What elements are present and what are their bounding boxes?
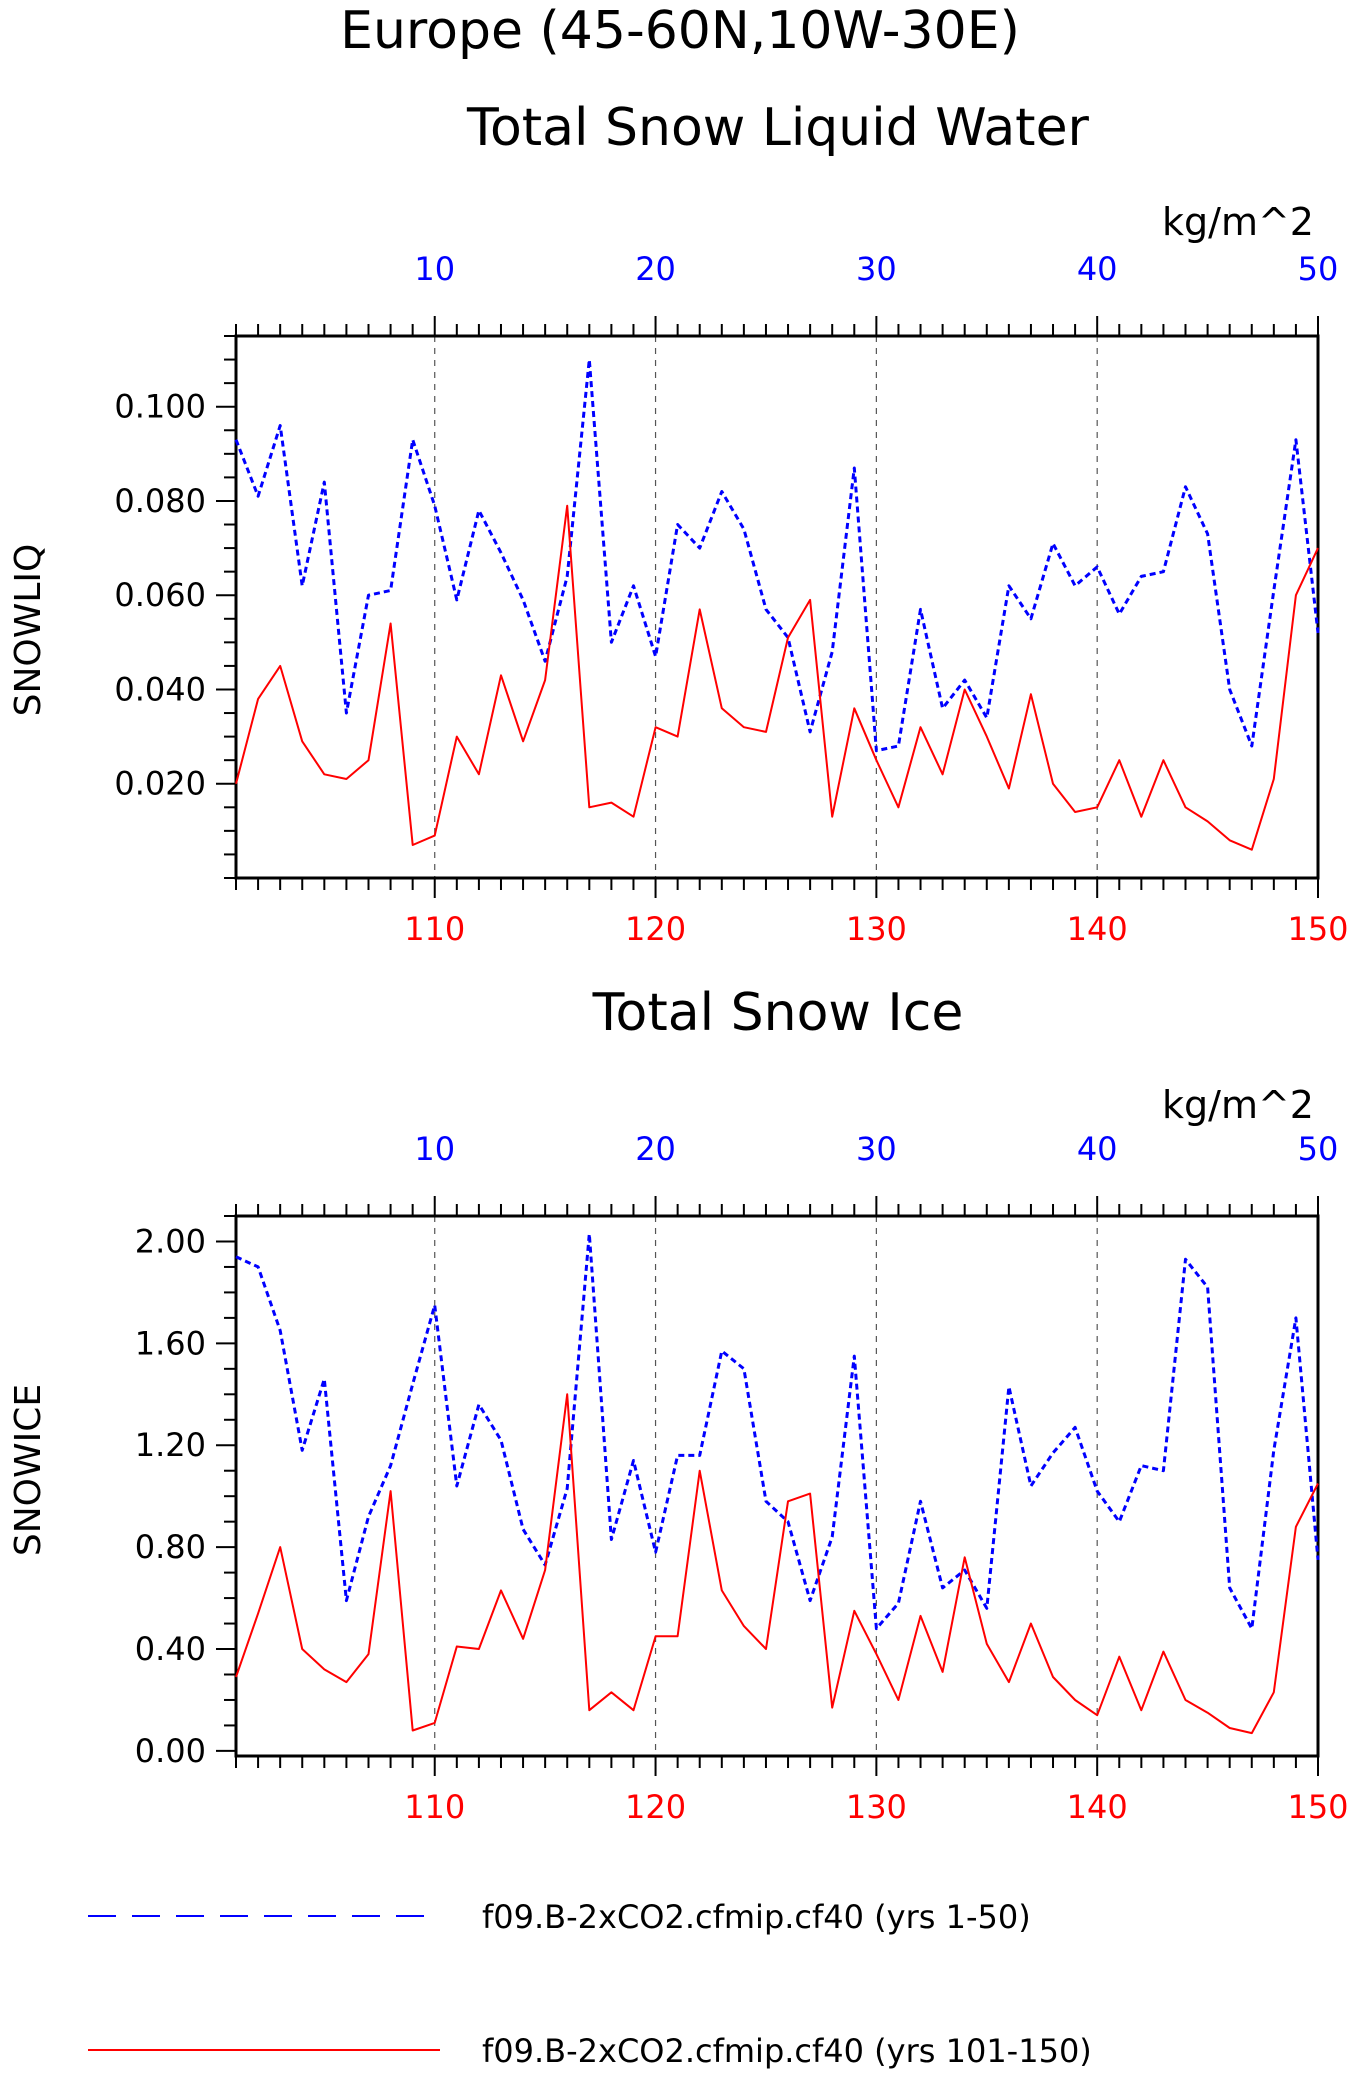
snowliq-y-tick-label: 0.060 bbox=[114, 576, 206, 614]
snowice-y-tick-label: 0.00 bbox=[135, 1732, 206, 1770]
snowliq-x-bottom-tick-label: 130 bbox=[846, 910, 907, 948]
snowliq-x-top-tick-label: 10 bbox=[414, 250, 455, 288]
snowliq-x-bottom-tick-label: 140 bbox=[1067, 910, 1128, 948]
snowice-x-top-tick-label: 50 bbox=[1298, 1130, 1339, 1168]
snowice-x-bottom-tick-label: 130 bbox=[846, 1788, 907, 1826]
snowliq-x-bottom-tick-label: 110 bbox=[404, 910, 465, 948]
snowliq-y-tick-label: 0.080 bbox=[114, 482, 206, 520]
snowliq-y-tick-label: 0.100 bbox=[114, 388, 206, 426]
snowliq-y-tick-label: 0.040 bbox=[114, 670, 206, 708]
snowice-x-top-tick-label: 10 bbox=[414, 1130, 455, 1168]
snowice-x-bottom-tick-label: 110 bbox=[404, 1788, 465, 1826]
snowice-x-top-tick-label: 30 bbox=[856, 1130, 897, 1168]
snowliq-y-tick-label: 0.020 bbox=[114, 765, 206, 803]
snowice-y-tick-label: 0.80 bbox=[135, 1528, 206, 1566]
snowliq-series-yrs-1-50-line bbox=[234, 358, 1320, 753]
snowliq-x-top-tick-label: 50 bbox=[1298, 250, 1339, 288]
snowliq-x-bottom-tick-label: 150 bbox=[1287, 910, 1348, 948]
snowliq-plot-frame bbox=[234, 334, 1320, 880]
snowliq-x-top-tick-label: 20 bbox=[635, 250, 676, 288]
snowice-x-top-tick-label: 40 bbox=[1077, 1130, 1118, 1168]
snowice-y-tick-label: 1.20 bbox=[135, 1426, 206, 1464]
snowice-x-bottom-tick-label: 120 bbox=[625, 1788, 686, 1826]
snowice-y-axis-label: SNOWICE bbox=[8, 1384, 49, 1556]
main-title: Europe (45-60N,10W-30E) bbox=[340, 1, 1020, 61]
snowliq-series-yrs-101-150-line bbox=[235, 504, 1319, 851]
legend: f09.B-2xCO2.cfmip.cf40 (yrs 1-50) f09.B-… bbox=[88, 1898, 1092, 2070]
snowice-series-yrs-1-50-line bbox=[235, 1232, 1320, 1631]
snowice-y-tick-label: 0.40 bbox=[135, 1630, 206, 1668]
snowliq-top-unit: kg/m^2 bbox=[1162, 200, 1314, 244]
snowliq-x-bottom-tick-label: 120 bbox=[625, 910, 686, 948]
snowliq-title: Total Snow Liquid Water bbox=[466, 98, 1090, 158]
snowice-x-bottom-tick-label: 140 bbox=[1067, 1788, 1128, 1826]
snowice-panel: Total Snow Ice kg/m^2 SNOWICE 0.00 0.40 0.… bbox=[8, 983, 1349, 1826]
legend-label-series-a: f09.B-2xCO2.cfmip.cf40 (yrs 1-50) bbox=[482, 1898, 1031, 1936]
snowliq-y-axis-label: SNOWLIQ bbox=[8, 544, 49, 717]
snowice-top-unit: kg/m^2 bbox=[1162, 1083, 1314, 1127]
snowice-y-tick-label: 2.00 bbox=[135, 1222, 206, 1260]
snowliq-x-top-tick-label: 40 bbox=[1077, 250, 1118, 288]
snowice-series-yrs-101-150-line bbox=[235, 1393, 1319, 1735]
snowliq-panel: Total Snow Liquid Water kg/m^2 SNOWLIQ 0… bbox=[8, 98, 1349, 948]
legend-label-series-b: f09.B-2xCO2.cfmip.cf40 (yrs 101-150) bbox=[482, 2032, 1092, 2070]
snowliq-x-top-tick-label: 30 bbox=[856, 250, 897, 288]
snowice-x-bottom-tick-label: 150 bbox=[1287, 1788, 1348, 1826]
snowice-title: Total Snow Ice bbox=[592, 983, 964, 1043]
snowice-y-tick-label: 1.60 bbox=[135, 1324, 206, 1362]
snowice-plot-frame bbox=[234, 1214, 1320, 1758]
snowice-x-top-tick-label: 20 bbox=[635, 1130, 676, 1168]
